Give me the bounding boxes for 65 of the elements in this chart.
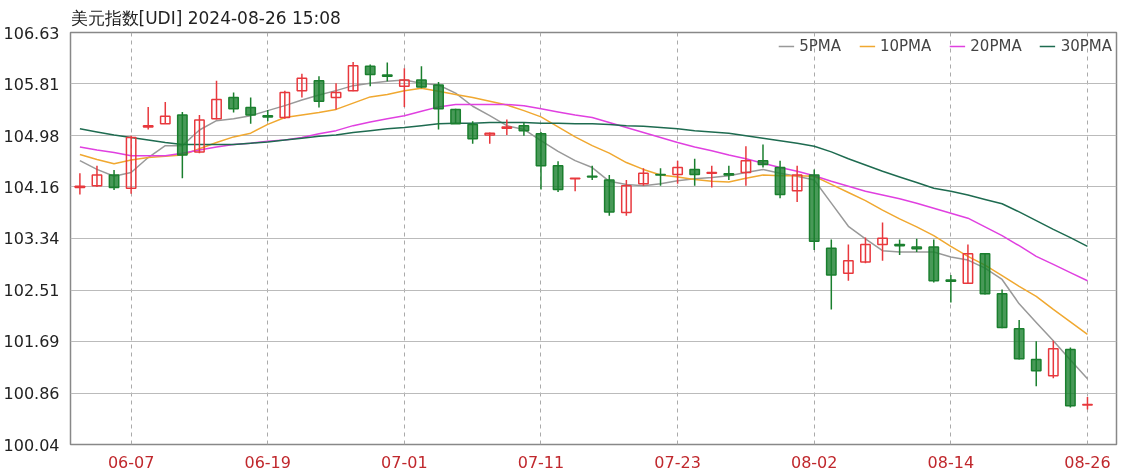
y-tick-label: 100.04 (3, 435, 60, 455)
x-tick-label: 07-11 (517, 452, 565, 472)
y-tick-label: 102.51 (3, 281, 60, 301)
candlestick (569, 177, 581, 193)
candlestick (347, 61, 359, 93)
candlestick (620, 179, 632, 217)
line-series (79, 121, 1089, 248)
line-series (79, 79, 1089, 380)
candlestick (706, 164, 718, 189)
x-tick-label: 08-14 (927, 452, 975, 472)
chart-title: 美元指数[UDI] 2024-08-26 15:08 (70, 7, 341, 28)
candlestick (552, 160, 564, 193)
candlestick (467, 120, 479, 145)
candlestick (791, 164, 803, 203)
x-tick-label: 07-01 (381, 452, 428, 472)
x-tick-label: 08-02 (790, 452, 838, 472)
candlestick (211, 79, 222, 121)
candlestick (1030, 340, 1042, 388)
x-tick-label: 06-07 (107, 452, 155, 472)
x-tick-label: 07-23 (654, 452, 701, 472)
candlestick (91, 164, 103, 188)
candlestick (672, 159, 684, 185)
candlestick (723, 164, 735, 181)
candlestick (501, 118, 513, 136)
candlestick (159, 101, 171, 125)
candlestick (125, 134, 137, 195)
y-tick-label: 101.69 (3, 332, 60, 352)
candlestick (484, 131, 496, 145)
candlestick (757, 143, 769, 169)
candlestick (586, 164, 598, 181)
candlestick (689, 158, 701, 187)
candlestick (381, 61, 393, 83)
candlestick (142, 106, 154, 131)
legend-label: 5PMA (799, 37, 841, 55)
candlestick (945, 274, 957, 304)
candlestick (398, 67, 410, 108)
candlestick (877, 221, 888, 262)
y-tick-label: 104.98 (3, 126, 60, 146)
legend-label: 30PMA (1060, 37, 1112, 55)
line-series (79, 103, 1089, 282)
candlestick (860, 236, 871, 264)
candlestick (74, 172, 86, 196)
legend-label: 20PMA (970, 37, 1022, 55)
candlestick (1047, 339, 1059, 379)
candlestick (296, 73, 308, 99)
candlestick (433, 81, 444, 131)
x-tick-label: 06-19 (244, 452, 291, 472)
candlestick (364, 63, 376, 88)
candlestick (740, 145, 752, 187)
candlestick (279, 89, 291, 120)
candlestick (108, 169, 120, 191)
candlestick (330, 82, 342, 111)
candlestick (245, 96, 257, 125)
y-tick-label: 105.81 (3, 74, 60, 94)
candlestick (962, 243, 974, 285)
candlestick (193, 114, 205, 154)
y-tick-label: 106.63 (3, 23, 60, 43)
legend-label: 10PMA (879, 37, 932, 55)
y-tick-label: 100.86 (3, 384, 60, 404)
y-tick-label: 104.16 (3, 177, 60, 197)
candlestick (313, 75, 325, 109)
candlestick (228, 91, 240, 114)
y-tick-label: 103.34 (3, 229, 60, 249)
x-tick-label: 08-26 (1064, 452, 1111, 472)
candlestick (842, 243, 854, 282)
